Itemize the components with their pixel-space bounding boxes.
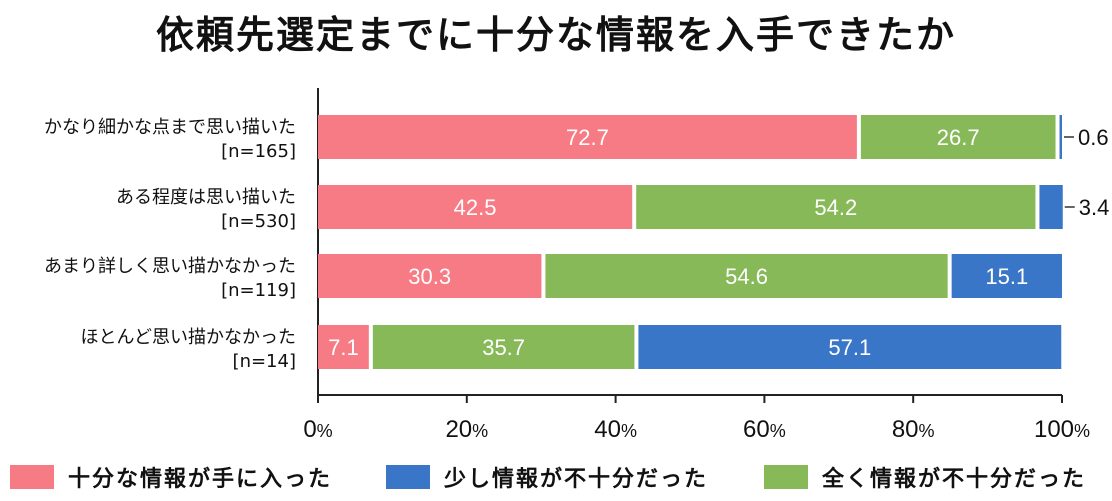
- data-label-somewhat: 3.4: [1079, 195, 1110, 220]
- data-label-sufficient: 72.7: [566, 125, 609, 150]
- bar-segment-insufficient: [372, 325, 635, 369]
- stacked-bar-chart: 0% 20% 40% 60% 80% 100% かなり細かな点まで思い描いた [n=165] 7…: [44, 88, 1110, 443]
- x-tick-label: 60%: [743, 416, 786, 443]
- bar-segment-sufficient: [318, 115, 857, 159]
- legend-item-sufficient: 十分な情報が手に入った: [10, 462, 332, 492]
- category-label: あまり詳しく思い描かなかった: [44, 256, 296, 277]
- bar-segment-sufficient: [318, 254, 542, 298]
- bar-segment-insufficient: [545, 254, 948, 298]
- legend-swatch-sufficient: [10, 465, 54, 489]
- category-n-label: [n=165]: [221, 141, 296, 162]
- legend-item-somewhat: 少し情報が不十分だった: [386, 462, 708, 492]
- category-label: ある程度は思い描いた: [116, 187, 296, 208]
- data-label-sufficient: 42.5: [454, 195, 497, 220]
- x-tick-label: 0%: [303, 416, 332, 443]
- data-label-insufficient: 54.2: [814, 195, 857, 220]
- bar-segment-somewhat: [1039, 185, 1063, 229]
- bar-segment-somewhat: [638, 325, 1062, 369]
- legend-label-insufficient: 全く情報が不十分だった: [822, 467, 1087, 492]
- chart-title: 依頼先選定までに十分な情報を入手できたか: [155, 13, 956, 57]
- data-label-insufficient: 26.7: [937, 125, 980, 150]
- legend-label-sufficient: 十分な情報が手に入った: [68, 467, 333, 492]
- bar-segment-sufficient: [318, 325, 369, 369]
- data-label-insufficient: 54.6: [725, 264, 768, 289]
- data-label-insufficient: 35.7: [482, 335, 525, 360]
- legend-swatch-insufficient: [764, 465, 808, 489]
- bar-segment-somewhat: [1059, 115, 1062, 159]
- category-n-label: [n=119]: [221, 280, 296, 301]
- category-label: ほとんど思い描かなかった: [81, 327, 296, 348]
- data-label-somewhat: 0.6: [1078, 125, 1109, 150]
- data-label-sufficient: 30.3: [408, 264, 451, 289]
- x-tick-label: 80%: [892, 416, 935, 443]
- data-label-somewhat: 57.1: [828, 335, 871, 360]
- category-n-label: [n=530]: [221, 211, 296, 232]
- legend-label-somewhat: 少し情報が不十分だった: [444, 467, 709, 492]
- bar-segment-somewhat: [951, 254, 1062, 298]
- category-n-label: [n=14]: [233, 351, 296, 372]
- x-tick-label: 40%: [594, 416, 637, 443]
- data-label-somewhat: 15.1: [985, 264, 1028, 289]
- category-label: かなり細かな点まで思い描いた: [44, 117, 296, 138]
- data-label-sufficient: 7.1: [328, 335, 359, 360]
- x-tick-label: 20%: [445, 416, 488, 443]
- x-tick-label: 100%: [1034, 416, 1090, 443]
- bar-segment-sufficient: [318, 185, 633, 229]
- bar-segment-insufficient: [636, 185, 1036, 229]
- legend-swatch-somewhat: [386, 465, 430, 489]
- legend-item-insufficient: 全く情報が不十分だった: [764, 462, 1086, 492]
- bar-segment-insufficient: [860, 115, 1056, 159]
